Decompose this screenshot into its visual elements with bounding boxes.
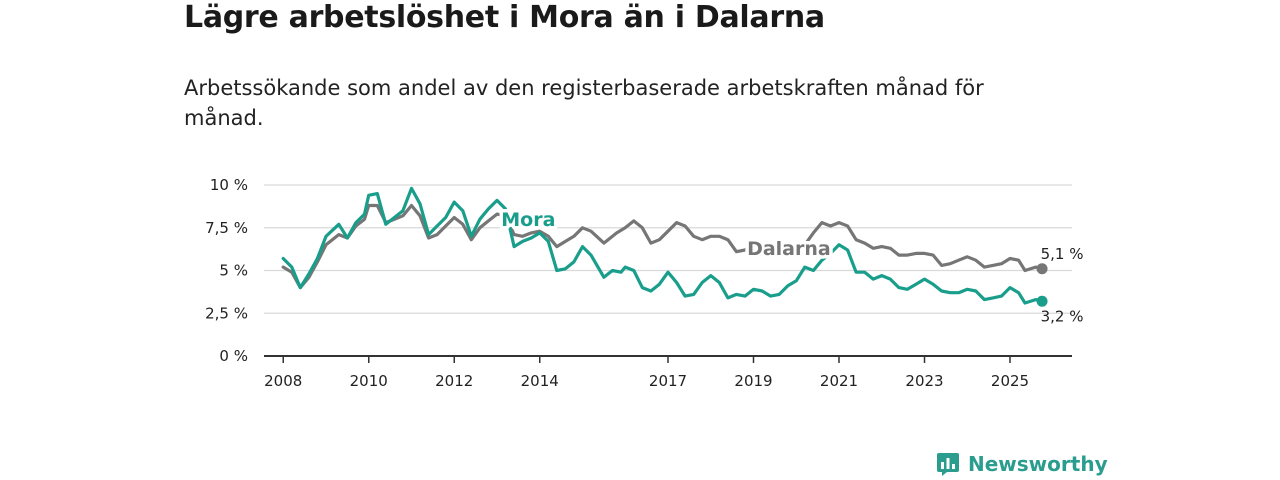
x-tick-label: 2025 xyxy=(991,372,1029,390)
end-marker-dalarna xyxy=(1036,263,1048,275)
newsworthy-brand: Newsworthy xyxy=(936,448,1108,480)
x-tick-label: 2008 xyxy=(264,372,302,390)
end-label-dalarna: 5,1 % xyxy=(1041,245,1084,263)
chart-subtitle: Arbetssökande som andel av den registerb… xyxy=(184,76,984,130)
series-line-dalarna xyxy=(281,203,1044,290)
y-tick-label: 10 % xyxy=(210,176,248,194)
x-tick-label: 2017 xyxy=(649,372,687,390)
series-lines xyxy=(281,186,1048,307)
y-tick-label: 5 % xyxy=(219,262,248,280)
newsworthy-logo-icon xyxy=(937,453,959,476)
chart-title: Lägre arbetslöshet i Mora än i Dalarna xyxy=(184,0,825,35)
y-tick-label: 7,5 % xyxy=(205,219,248,237)
end-label-mora: 3,2 % xyxy=(1041,307,1084,325)
series-label-halo-dalarna: Dalarna xyxy=(747,238,831,260)
series-label-halo-mora: Mora xyxy=(501,209,555,231)
y-tick-label: 2,5 % xyxy=(205,304,248,322)
x-tick-label: 2019 xyxy=(734,372,772,390)
x-tick-label: 2023 xyxy=(905,372,943,390)
series-line-mora xyxy=(281,186,1044,305)
x-tick-label: 2010 xyxy=(350,372,388,390)
series-label-mora: Mora xyxy=(501,209,555,231)
grid-lines xyxy=(264,184,1072,314)
y-axis: 0 % 2,5 % 5 % 7,5 % 10 % xyxy=(205,176,248,365)
x-tick-label: 2012 xyxy=(435,372,473,390)
series-label-dalarna: Dalarna xyxy=(747,238,831,260)
x-tick-label: 2021 xyxy=(820,372,858,390)
brand-name: Newsworthy xyxy=(968,452,1108,476)
y-tick-label: 0 % xyxy=(219,347,248,365)
end-marker-mora xyxy=(1036,295,1048,307)
x-tick-label: 2014 xyxy=(521,372,559,390)
x-axis: 2008 2010 2012 2014 2017 2019 2021 2023 2025 xyxy=(264,355,1072,390)
